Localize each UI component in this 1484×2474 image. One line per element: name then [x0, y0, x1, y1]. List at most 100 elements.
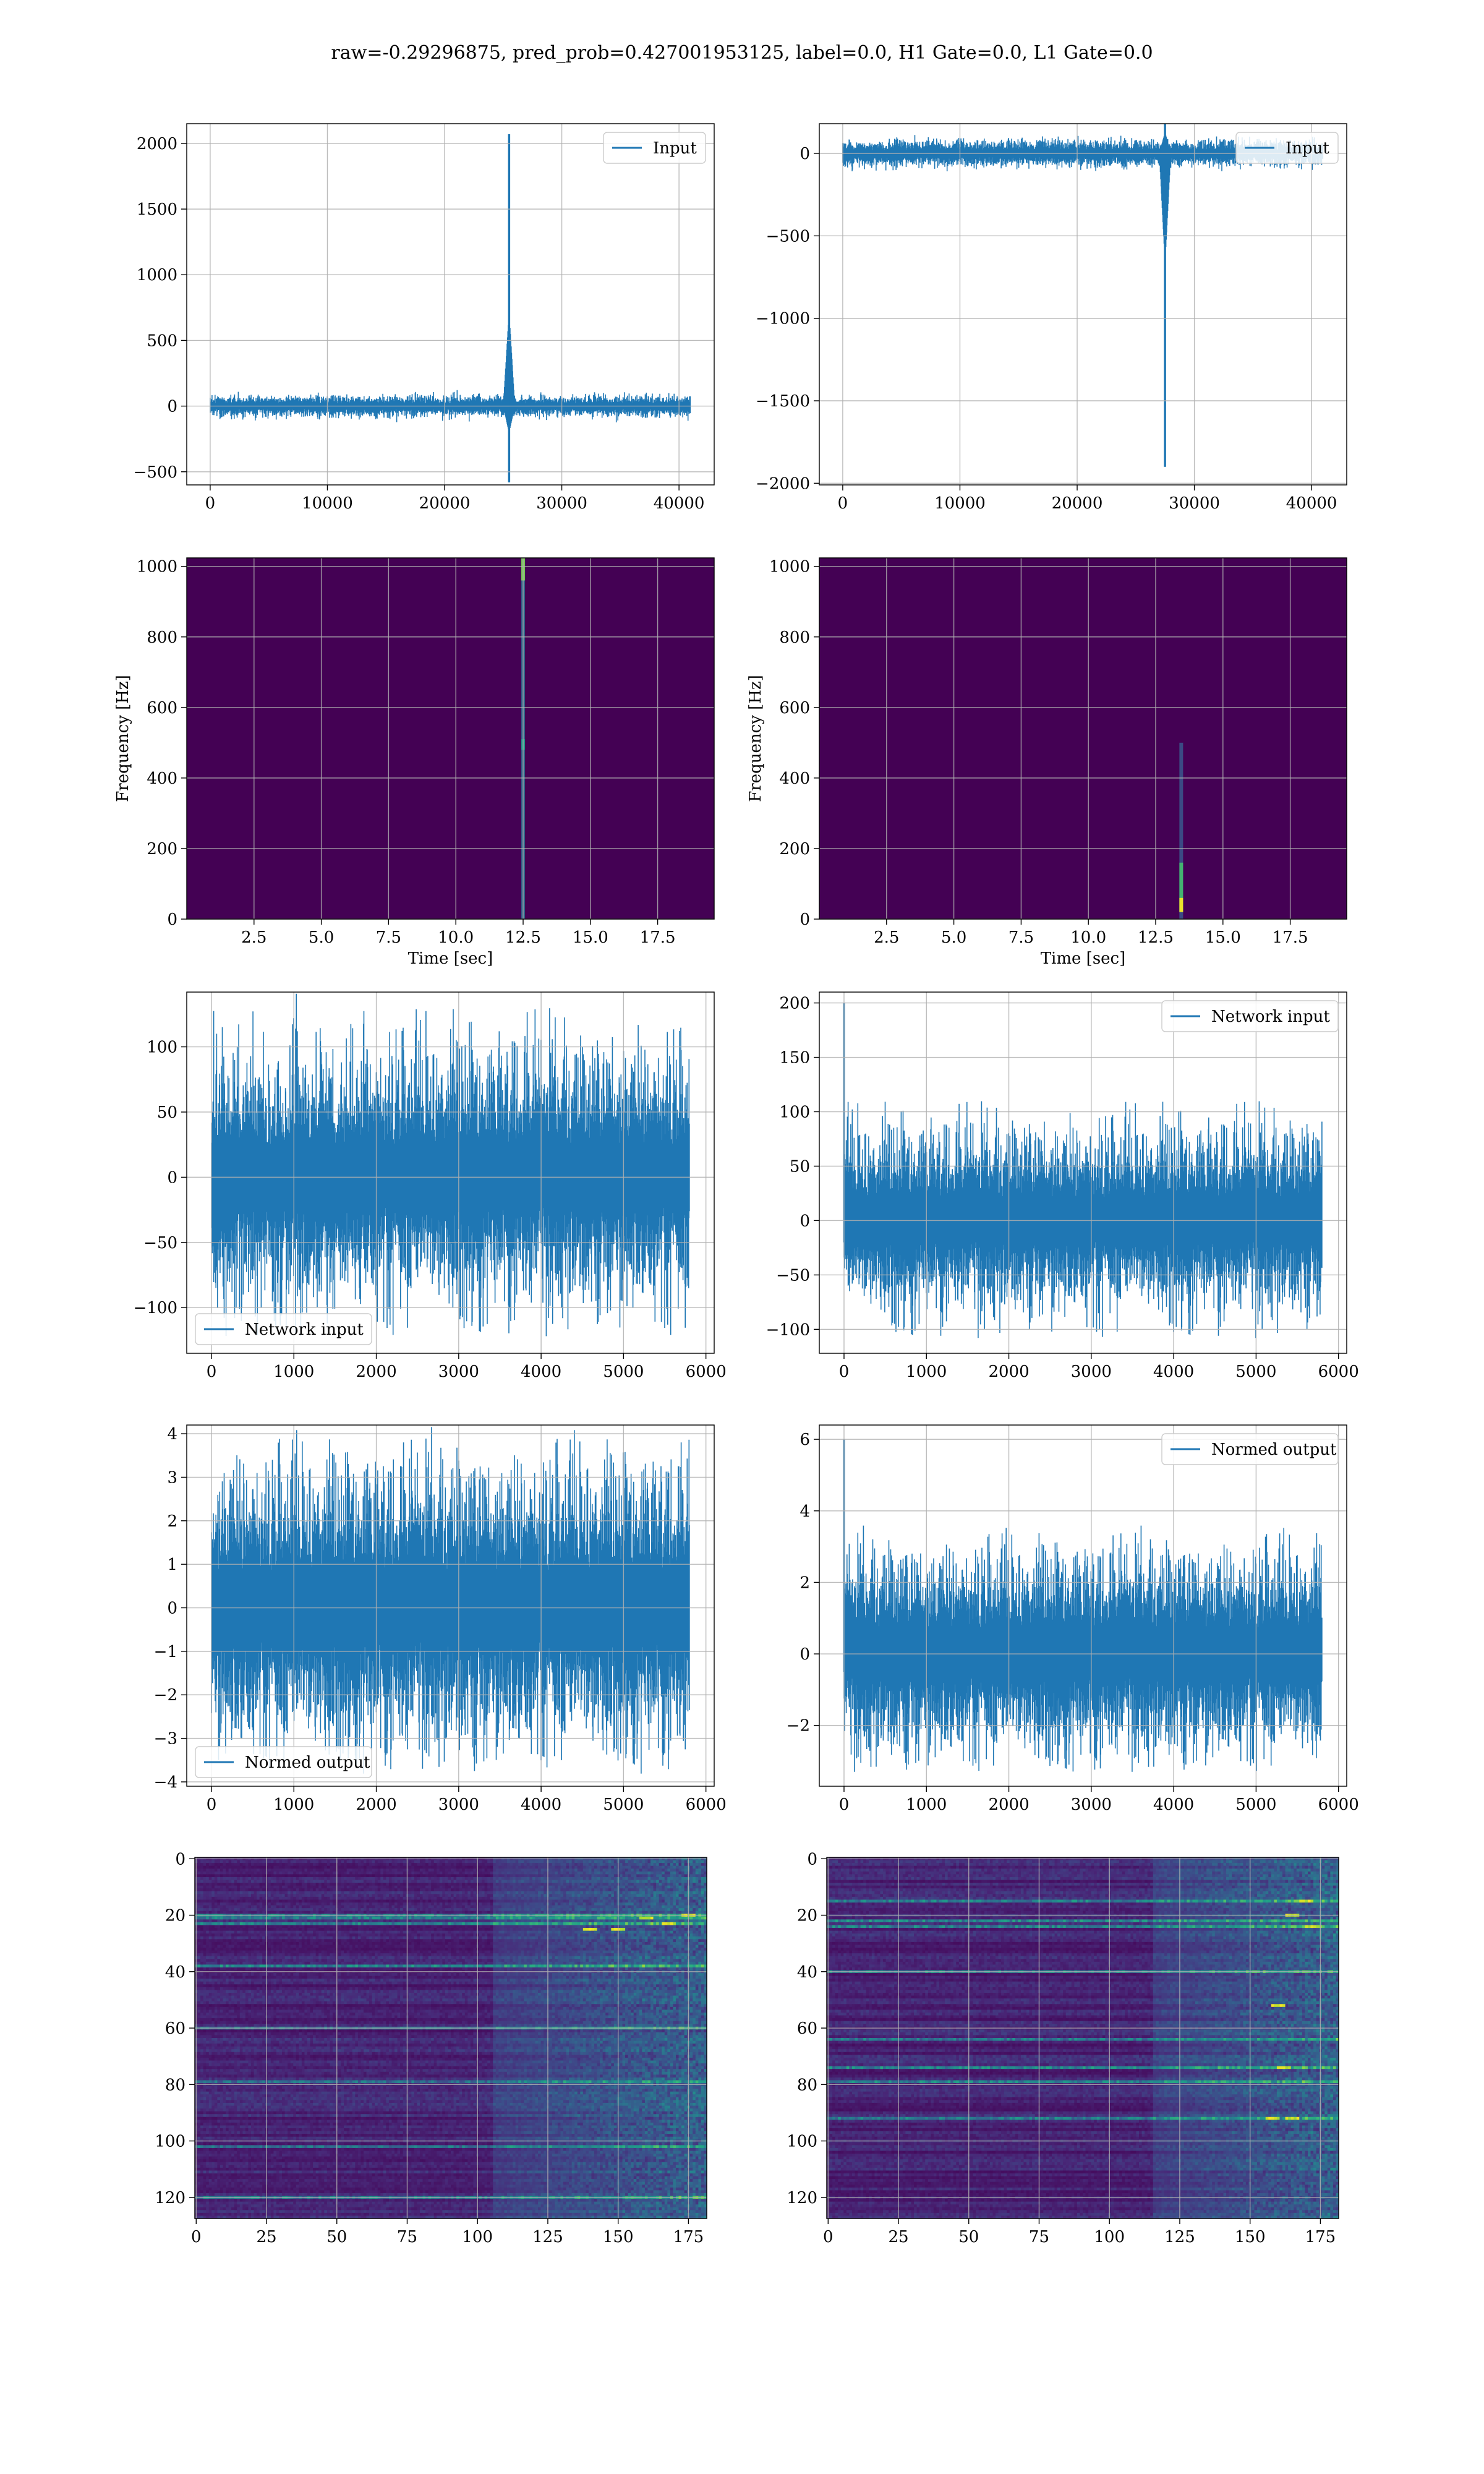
heatmap-cell	[515, 1888, 519, 1892]
heatmap-cell	[428, 1888, 432, 1892]
heatmap-cell	[693, 1903, 696, 1906]
heatmap-cell	[659, 1919, 662, 1923]
heatmap-cell	[211, 1925, 215, 1928]
heatmap-cell	[310, 1883, 313, 1886]
heatmap-cell	[391, 1863, 395, 1867]
heatmap-cell	[526, 1865, 530, 1869]
heatmap-cell	[273, 1868, 277, 1872]
heatmap-cell	[284, 1877, 288, 1881]
heatmap-cell	[445, 1916, 449, 1920]
heatmap-cell	[647, 1916, 651, 1920]
heatmap-cell	[417, 1905, 420, 1909]
plot-area	[819, 1425, 1347, 1786]
heatmap-cell	[315, 1894, 319, 1898]
heatmap-cell	[693, 1865, 696, 1869]
x-tick-label: 6000	[1318, 1796, 1359, 1814]
heatmap-cell	[296, 1922, 299, 1926]
heatmap-cell	[698, 1877, 702, 1881]
heatmap-cell	[448, 1916, 451, 1920]
heatmap-cell	[313, 1916, 317, 1920]
heatmap-cell	[574, 1905, 578, 1909]
heatmap-cell	[270, 1911, 274, 1914]
heatmap-cell	[377, 1928, 381, 1932]
heatmap-cell	[391, 1905, 395, 1909]
heatmap-cell	[315, 1891, 319, 1894]
heatmap-cell	[555, 1863, 558, 1867]
heatmap-cell	[695, 1919, 699, 1923]
heatmap-cell	[369, 1877, 373, 1881]
heatmap-cell	[591, 1888, 595, 1892]
heatmap-cell	[349, 1894, 353, 1898]
heatmap-cell	[315, 1865, 319, 1869]
heatmap-cell	[214, 1894, 218, 1898]
heatmap-cell	[456, 1865, 460, 1869]
heatmap-cell	[628, 1894, 631, 1898]
heatmap-cell	[456, 1874, 460, 1878]
heatmap-cell	[622, 1899, 626, 1903]
heatmap-cell	[417, 1874, 420, 1878]
heatmap-cell	[448, 1891, 451, 1894]
heatmap-cell	[313, 1908, 317, 1912]
heatmap-cell	[330, 1871, 333, 1875]
heatmap-cell	[625, 1868, 629, 1872]
heatmap-cell	[357, 1922, 362, 1926]
heatmap-cell	[487, 1903, 491, 1906]
heatmap-cell	[372, 1922, 375, 1926]
heatmap-cell	[318, 1911, 322, 1914]
heatmap-cell	[549, 1865, 553, 1869]
heatmap-cell	[675, 1911, 680, 1914]
heatmap-cell	[689, 1868, 693, 1872]
heatmap-cell	[408, 1877, 412, 1881]
axes-frame	[186, 557, 715, 920]
heatmap-cell	[344, 1911, 348, 1914]
heatmap-cell	[529, 1868, 533, 1872]
heatmap-cell	[369, 1928, 373, 1932]
heatmap-cell	[239, 1896, 243, 1901]
heatmap-cell	[284, 1903, 288, 1906]
heatmap-cell	[644, 1874, 649, 1878]
heatmap-cell	[521, 1903, 524, 1906]
heatmap-cell	[242, 1860, 246, 1864]
heatmap-cell	[571, 1908, 575, 1912]
heatmap-cell	[464, 1888, 468, 1892]
heatmap-cell	[566, 1891, 569, 1894]
heatmap-cell	[360, 1928, 364, 1932]
heatmap-cell	[234, 1916, 237, 1920]
series-line	[211, 1427, 690, 1774]
heatmap-cell	[234, 1905, 237, 1909]
heatmap-cell	[282, 1877, 286, 1881]
heatmap-cell	[282, 1863, 286, 1867]
heatmap-cell	[501, 1863, 505, 1867]
heatmap-cell	[437, 1911, 440, 1914]
heatmap-cell	[377, 1899, 381, 1903]
heatmap-cell	[372, 1877, 375, 1881]
heatmap-cell	[633, 1880, 637, 1883]
y-tick-label: −100	[766, 1320, 810, 1339]
x-tick-label: 12.5	[505, 928, 541, 947]
heatmap-cell	[566, 1894, 569, 1898]
heatmap-cell	[597, 1868, 600, 1872]
heatmap-cell	[482, 1874, 485, 1878]
heatmap-cell	[588, 1874, 592, 1878]
heatmap-cell	[296, 1905, 299, 1909]
heatmap-cell	[493, 1874, 497, 1878]
heatmap-cell	[698, 1880, 702, 1883]
heatmap-cell	[425, 1888, 429, 1892]
heatmap-cell	[234, 1903, 237, 1906]
heatmap-cell	[310, 1903, 313, 1906]
heatmap-cell	[586, 1871, 589, 1875]
heatmap-cell	[540, 1868, 544, 1872]
heatmap-cell	[659, 1888, 662, 1892]
heatmap-cell	[223, 1860, 226, 1864]
heatmap-cell	[588, 1919, 592, 1923]
heatmap-cell	[270, 1865, 274, 1869]
heatmap-cell	[417, 1899, 420, 1903]
heatmap-cell	[279, 1894, 283, 1898]
heatmap-cell	[569, 1891, 573, 1894]
heatmap-cell	[245, 1871, 249, 1875]
x-tick-label: 4000	[521, 1363, 561, 1381]
heatmap-cell	[464, 1896, 468, 1901]
heatmap-cell	[346, 1885, 350, 1889]
heatmap-cell	[493, 1860, 497, 1864]
heatmap-cell	[653, 1905, 657, 1909]
